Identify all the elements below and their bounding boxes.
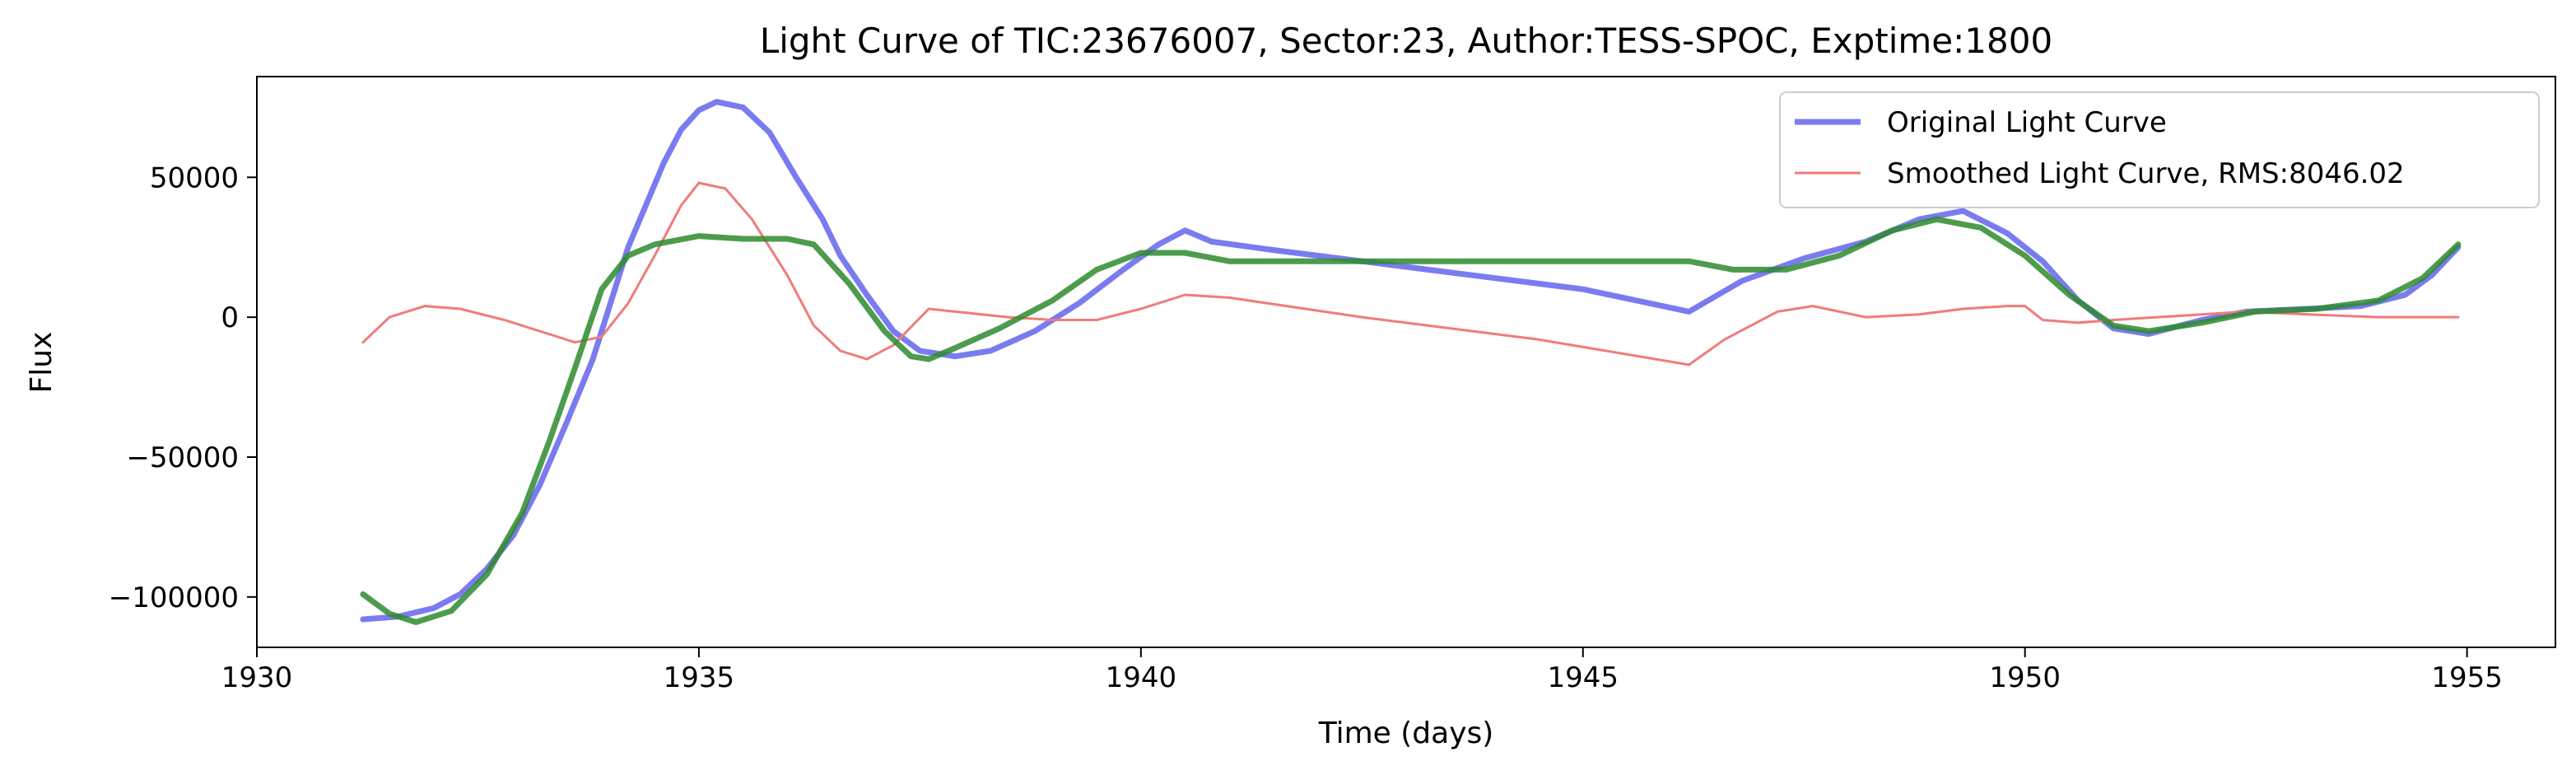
legend-box — [1779, 91, 2540, 208]
x-axis-ticks: 1930 1935 1940 1945 1950 1955 — [221, 647, 2503, 694]
series-layer — [360, 99, 2462, 625]
legend-label-original: Original Light Curve — [1887, 106, 2167, 139]
chart-title: Light Curve of TIC:23676007, Sector:23, … — [760, 21, 2052, 61]
x-tick-label: 1930 — [221, 661, 293, 694]
series-fit-line — [360, 216, 2462, 625]
plot-frame — [256, 76, 2556, 648]
x-axis-label: Time (days) — [1318, 717, 1494, 750]
y-tick-label: 0 — [221, 301, 239, 334]
y-axis-ticks: −100000 −50000 0 50000 — [109, 161, 257, 614]
x-tick-label: 1940 — [1106, 661, 1177, 694]
x-tick-label: 1950 — [1989, 661, 2061, 694]
y-tick-label: −50000 — [126, 441, 239, 474]
x-tick-label: 1935 — [664, 661, 735, 694]
legend-label-smoothed: Smoothed Light Curve, RMS:8046.02 — [1887, 157, 2405, 190]
y-tick-label: −100000 — [109, 581, 239, 614]
x-tick-label: 1945 — [1548, 661, 1619, 694]
legend: Original Light Curve Smoothed Light Curv… — [1779, 91, 2540, 208]
plot-area — [256, 76, 2556, 648]
series-smoothed-line — [361, 181, 2460, 366]
x-tick-label: 1955 — [2431, 661, 2503, 694]
y-tick-label: 50000 — [150, 161, 239, 194]
y-axis-label: Flux — [25, 332, 58, 394]
